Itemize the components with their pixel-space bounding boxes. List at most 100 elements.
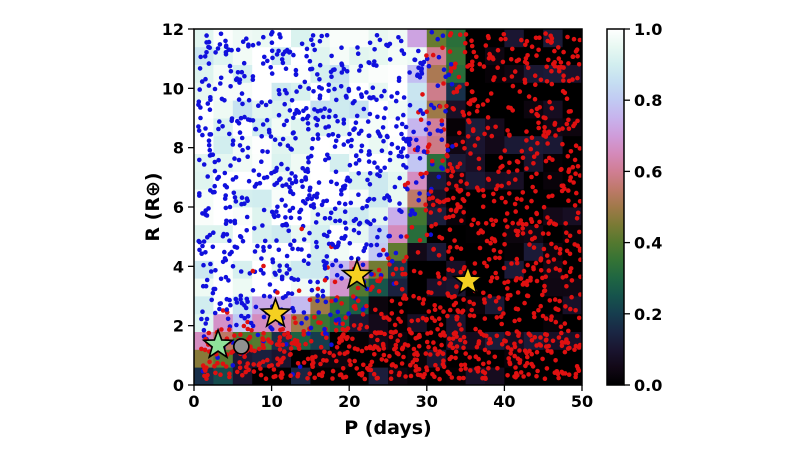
- detected-point: [283, 203, 288, 208]
- detected-point: [393, 98, 399, 104]
- detected-point: [307, 230, 312, 236]
- missed-point: [526, 372, 531, 377]
- missed-point: [436, 253, 442, 258]
- detected-point: [279, 161, 284, 167]
- detected-point: [242, 114, 247, 120]
- y-axis-title: R (R⊕): [142, 172, 164, 241]
- missed-point: [334, 358, 339, 364]
- missed-point: [564, 238, 570, 244]
- missed-point: [471, 301, 477, 307]
- detected-point: [387, 157, 393, 163]
- missed-point: [424, 232, 430, 238]
- missed-point: [499, 183, 505, 189]
- missed-point: [245, 361, 250, 366]
- missed-point: [215, 360, 220, 366]
- detected-point: [198, 54, 203, 60]
- detected-point: [356, 157, 362, 163]
- heatmap-cell: [446, 100, 466, 119]
- missed-point: [572, 157, 578, 163]
- detected-point: [319, 33, 325, 39]
- missed-point: [462, 362, 468, 368]
- missed-point: [468, 98, 474, 103]
- detected-point: [283, 294, 288, 299]
- detected-point: [343, 234, 348, 239]
- heatmap-cell: [543, 82, 563, 101]
- missed-point: [438, 322, 444, 328]
- missed-point: [516, 221, 521, 226]
- missed-point: [381, 343, 386, 348]
- detected-point: [339, 191, 344, 197]
- detected-point: [333, 298, 339, 303]
- heatmap-cell: [426, 367, 447, 386]
- missed-point: [394, 350, 400, 356]
- missed-point: [375, 375, 381, 381]
- heatmap-cell: [329, 153, 350, 172]
- missed-point: [570, 54, 576, 59]
- detected-point: [350, 100, 356, 106]
- heatmap-cell: [252, 135, 272, 154]
- missed-point: [528, 229, 533, 235]
- detected-point: [260, 223, 265, 228]
- missed-point: [457, 322, 462, 327]
- detected-point: [218, 31, 224, 37]
- missed-point: [553, 358, 558, 363]
- detected-point: [215, 46, 221, 51]
- missed-point: [497, 255, 502, 261]
- missed-point: [381, 352, 387, 358]
- detected-point: [354, 113, 360, 119]
- missed-point: [440, 330, 446, 335]
- missed-point: [534, 374, 539, 379]
- missed-point: [202, 373, 207, 379]
- detected-point: [289, 181, 295, 186]
- detected-point: [282, 49, 288, 54]
- missed-point: [445, 143, 450, 148]
- detected-point: [440, 33, 446, 38]
- detected-point: [299, 178, 305, 184]
- missed-point: [452, 238, 457, 243]
- missed-point: [403, 374, 408, 379]
- detected-point: [201, 162, 207, 167]
- missed-point: [572, 203, 578, 208]
- missed-point: [550, 193, 555, 199]
- heatmap-cell: [349, 331, 369, 350]
- missed-point: [482, 370, 488, 376]
- detected-point: [323, 157, 328, 163]
- missed-point: [529, 361, 534, 367]
- missed-point: [514, 168, 520, 173]
- missed-point: [489, 217, 494, 223]
- missed-point: [524, 129, 529, 134]
- detected-point: [203, 321, 208, 326]
- missed-point: [442, 276, 447, 282]
- detected-point: [357, 68, 362, 73]
- missed-point: [553, 222, 559, 227]
- missed-point: [404, 254, 409, 260]
- missed-point: [467, 313, 473, 318]
- detected-point: [412, 57, 418, 63]
- missed-point: [415, 318, 421, 323]
- detected-point: [224, 307, 230, 312]
- detected-point: [216, 126, 221, 132]
- detected-point: [304, 53, 309, 59]
- missed-point: [443, 215, 449, 221]
- missed-point: [334, 345, 340, 350]
- missed-point: [467, 63, 472, 68]
- detected-point: [365, 119, 371, 124]
- missed-point: [575, 164, 581, 169]
- detected-point: [245, 117, 251, 122]
- missed-point: [493, 299, 499, 304]
- missed-point: [327, 350, 333, 356]
- heatmap-cell: [543, 278, 563, 297]
- detected-point: [236, 97, 242, 102]
- missed-point: [545, 141, 550, 146]
- detected-point: [212, 310, 218, 316]
- y-tick-label: 4: [173, 257, 184, 276]
- detected-point: [239, 91, 245, 96]
- missed-point: [515, 290, 521, 295]
- heatmap-cell: [485, 82, 505, 101]
- missed-point: [534, 171, 539, 177]
- missed-point: [402, 271, 408, 277]
- missed-point: [463, 351, 469, 356]
- missed-point: [566, 61, 571, 66]
- heatmap-cell: [485, 260, 505, 279]
- missed-point: [456, 375, 462, 381]
